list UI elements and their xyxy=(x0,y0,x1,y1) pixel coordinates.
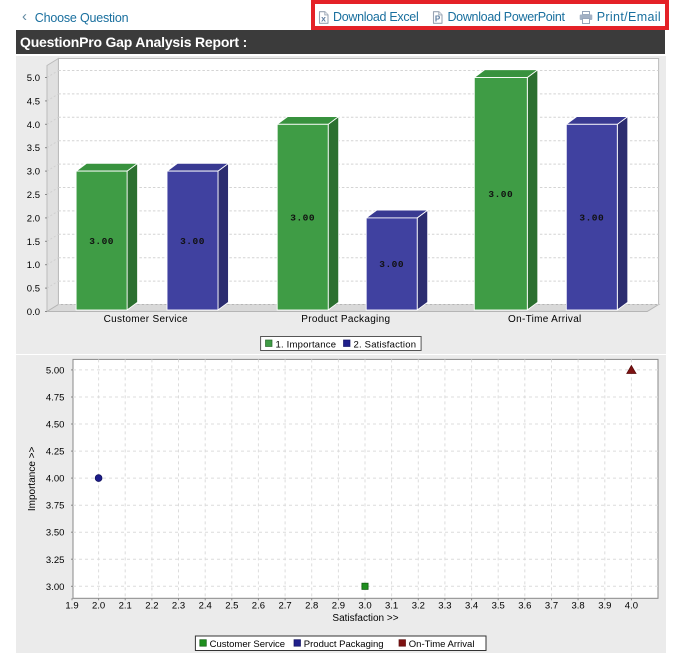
svg-text:P: P xyxy=(435,14,441,23)
svg-text:Satisfaction >>: Satisfaction >> xyxy=(332,613,398,624)
svg-text:0.5: 0.5 xyxy=(27,284,40,295)
svg-text:5.00: 5.00 xyxy=(46,365,65,376)
svg-text:4.25: 4.25 xyxy=(46,447,65,458)
svg-text:2.5: 2.5 xyxy=(225,601,238,612)
svg-text:3.9: 3.9 xyxy=(598,601,611,612)
svg-text:Product Packaging: Product Packaging xyxy=(304,639,384,650)
svg-text:4.0: 4.0 xyxy=(27,120,40,131)
svg-text:4.0: 4.0 xyxy=(625,601,638,612)
svg-text:3.0: 3.0 xyxy=(27,167,40,178)
svg-text:1. Importance: 1. Importance xyxy=(276,340,337,351)
svg-text:Customer Service: Customer Service xyxy=(210,639,286,650)
svg-text:Product Packaging: Product Packaging xyxy=(301,314,390,325)
svg-text:3.0: 3.0 xyxy=(358,601,371,612)
svg-text:2.7: 2.7 xyxy=(278,601,291,612)
svg-text:3.00: 3.00 xyxy=(488,189,513,200)
svg-text:3.6: 3.6 xyxy=(518,601,531,612)
svg-text:1.9: 1.9 xyxy=(65,601,78,612)
svg-text:3.00: 3.00 xyxy=(379,259,404,270)
svg-text:3.00: 3.00 xyxy=(290,213,315,224)
svg-text:2.2: 2.2 xyxy=(145,601,158,612)
svg-text:Importance >>: Importance >> xyxy=(27,446,38,511)
svg-text:2.5: 2.5 xyxy=(27,190,40,201)
svg-text:On-Time Arrival: On-Time Arrival xyxy=(508,314,582,325)
svg-text:2. Satisfaction: 2. Satisfaction xyxy=(354,340,417,351)
svg-text:4.50: 4.50 xyxy=(46,420,65,431)
svg-text:2.9: 2.9 xyxy=(332,601,345,612)
svg-text:3.5: 3.5 xyxy=(492,601,505,612)
svg-text:3.5: 3.5 xyxy=(27,143,40,154)
svg-text:3.3: 3.3 xyxy=(438,601,451,612)
svg-text:3.00: 3.00 xyxy=(89,236,114,247)
svg-text:2.4: 2.4 xyxy=(199,601,212,612)
svg-text:3.4: 3.4 xyxy=(465,601,478,612)
svg-text:2.1: 2.1 xyxy=(119,601,132,612)
svg-text:2.3: 2.3 xyxy=(172,601,185,612)
svg-text:3.1: 3.1 xyxy=(385,601,398,612)
svg-text:On-Time Arrival: On-Time Arrival xyxy=(409,639,475,650)
svg-text:Customer Service: Customer Service xyxy=(104,314,188,325)
svg-text:2.6: 2.6 xyxy=(252,601,265,612)
svg-text:4.75: 4.75 xyxy=(46,393,65,404)
svg-text:3.8: 3.8 xyxy=(571,601,584,612)
svg-text:2.0: 2.0 xyxy=(27,213,40,224)
svg-text:3.00: 3.00 xyxy=(180,236,205,247)
svg-text:5.0: 5.0 xyxy=(27,73,40,84)
svg-text:3.00: 3.00 xyxy=(579,213,604,224)
svg-text:1.0: 1.0 xyxy=(27,260,40,271)
svg-text:2.8: 2.8 xyxy=(305,601,318,612)
svg-text:3.25: 3.25 xyxy=(46,555,65,566)
svg-text:2.0: 2.0 xyxy=(92,601,105,612)
svg-text:3.50: 3.50 xyxy=(46,528,65,539)
svg-text:0.0: 0.0 xyxy=(27,307,40,318)
svg-text:x: x xyxy=(321,13,326,23)
svg-text:3.75: 3.75 xyxy=(46,501,65,512)
svg-text:4.00: 4.00 xyxy=(46,474,65,485)
svg-text:3.2: 3.2 xyxy=(412,601,425,612)
svg-text:3.7: 3.7 xyxy=(545,601,558,612)
svg-text:1.5: 1.5 xyxy=(27,237,40,248)
svg-text:3.00: 3.00 xyxy=(46,582,65,593)
svg-text:4.5: 4.5 xyxy=(27,96,40,107)
